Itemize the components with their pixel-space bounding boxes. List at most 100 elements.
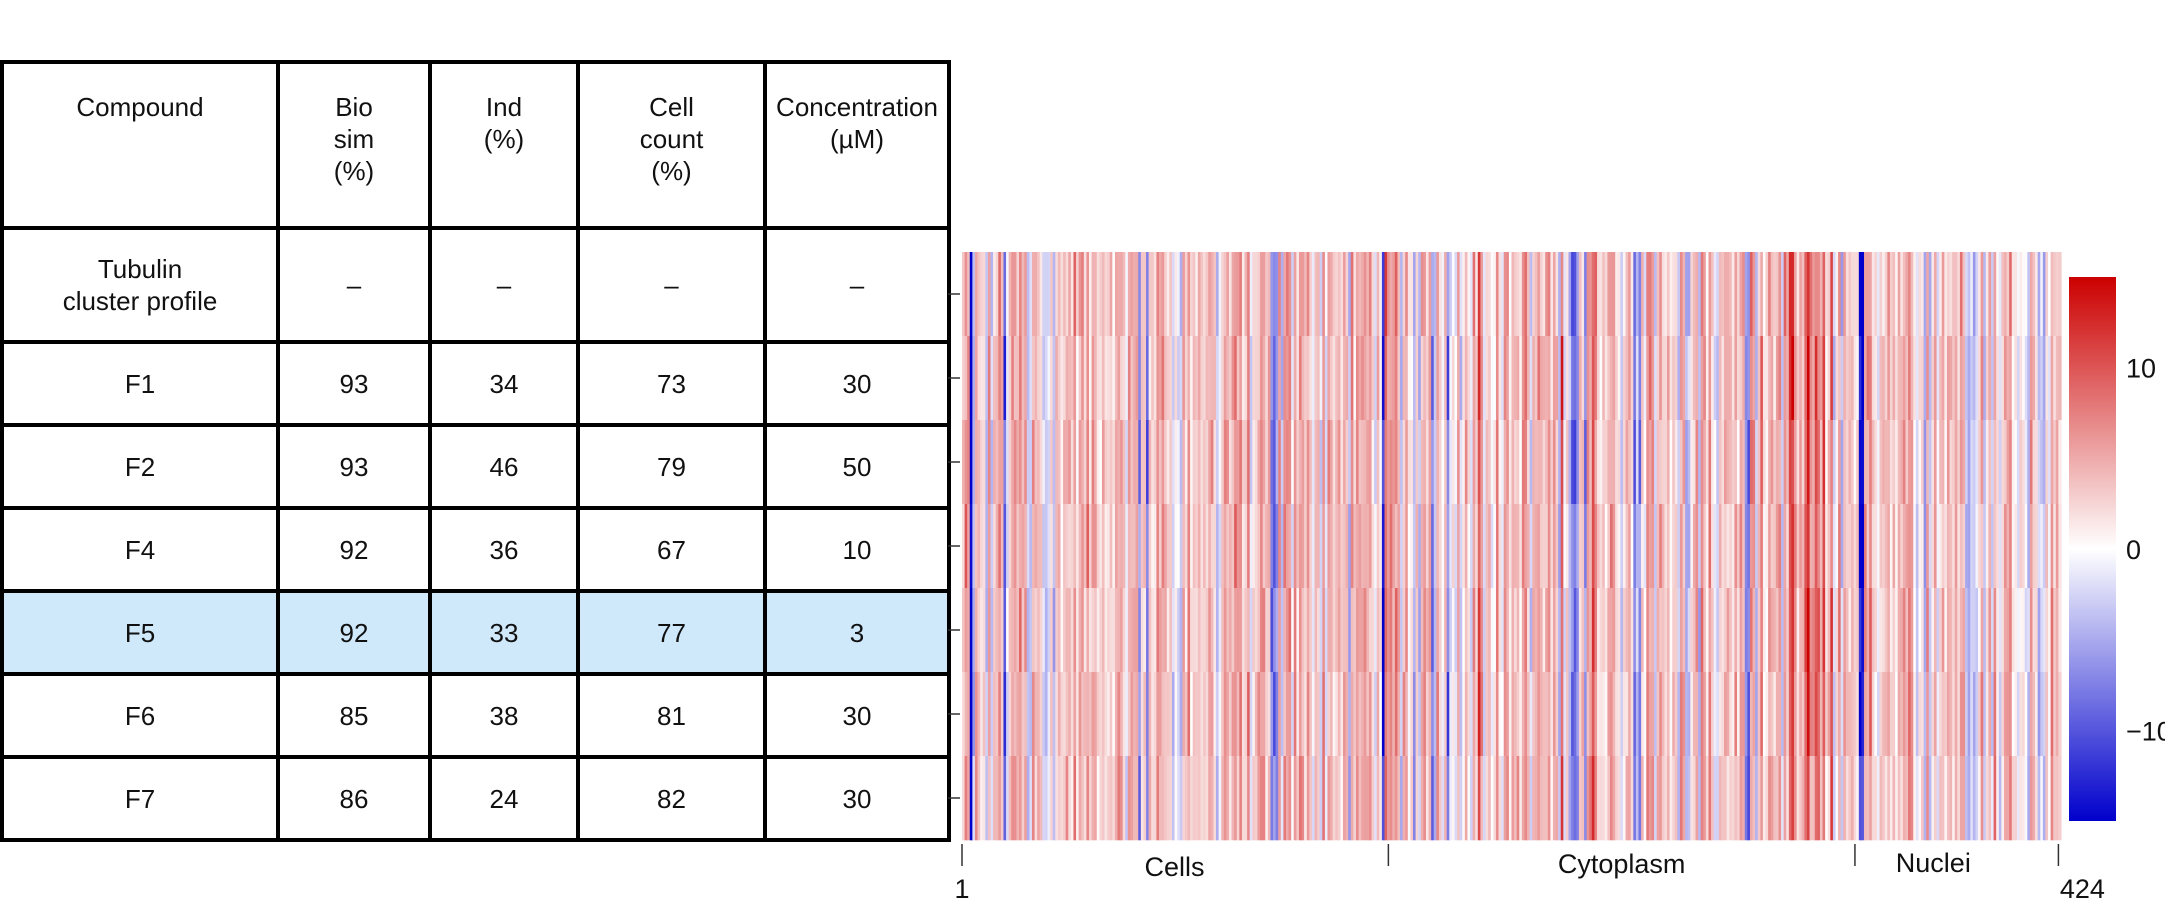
heatmap-cell — [1755, 336, 1759, 421]
heatmap-cell — [1197, 420, 1202, 505]
heatmap-cell — [1397, 420, 1401, 505]
heatmap-cell — [1405, 672, 1409, 757]
heatmap-cell — [1946, 420, 1951, 505]
heatmap-cell — [1620, 504, 1624, 589]
heatmap-cell — [1812, 252, 1816, 337]
heatmap-cell — [1013, 252, 1018, 337]
heatmap-cell — [1993, 672, 1997, 757]
heatmap-cell — [1617, 588, 1621, 673]
heatmap-cell — [1933, 672, 1938, 757]
heatmap-cell — [1773, 504, 1777, 589]
heatmap-cell — [1651, 504, 1655, 589]
heatmap-cell — [1861, 672, 1865, 757]
heatmap-cell — [1254, 504, 1259, 589]
heatmap-cell — [1511, 504, 1515, 589]
heatmap-cell — [2003, 756, 2008, 841]
heatmap-cell — [1213, 672, 1217, 757]
heatmap-cell — [1462, 252, 1466, 337]
heatmap-cell — [1524, 756, 1528, 841]
heatmap-cell — [1047, 756, 1051, 841]
heatmap-cell — [1749, 420, 1754, 505]
heatmap-cell — [1765, 588, 1769, 673]
heatmap-cell — [1052, 504, 1056, 589]
heatmap-cell — [1485, 252, 1489, 337]
heatmap-cell — [1864, 588, 1868, 673]
heatmap-cell — [1835, 588, 1839, 673]
heatmap-cell — [1760, 420, 1764, 505]
heatmap-cell — [1840, 588, 1844, 673]
heatmap-cell — [1584, 588, 1588, 673]
heatmap-cell — [1197, 588, 1202, 673]
heatmap-cell — [1221, 588, 1225, 673]
heatmap-cell — [1755, 420, 1759, 505]
heatmap-cell — [1034, 336, 1038, 421]
heatmap-cell — [1039, 504, 1043, 589]
heatmap-cell — [1921, 588, 1925, 673]
heatmap-cell — [1205, 420, 1209, 505]
heatmap-cell — [2037, 756, 2041, 841]
heatmap-cell — [1459, 420, 1463, 505]
heatmap-cell — [1384, 672, 1388, 757]
heatmap-cell — [1091, 420, 1095, 505]
heatmap-cell — [1332, 588, 1336, 673]
heatmap-cell — [1737, 504, 1741, 589]
heatmap-cell — [1270, 420, 1274, 505]
heatmap-cell — [1661, 252, 1666, 337]
heatmap-cell — [1817, 504, 1821, 589]
heatmap-cell — [1817, 336, 1821, 421]
heatmap-cell — [1397, 756, 1401, 841]
heatmap-cell — [1322, 420, 1326, 505]
heatmap-cell — [1197, 672, 1202, 757]
heatmap-cell — [1166, 588, 1170, 673]
heatmap-cell — [1941, 672, 1945, 757]
heatmap-cell — [1708, 336, 1712, 421]
heatmap-cell — [1355, 252, 1360, 337]
heatmap-cell — [1345, 420, 1349, 505]
heatmap-cell — [1361, 588, 1365, 673]
cell-concentration: 50 — [763, 423, 951, 510]
heatmap-cell — [1843, 588, 1847, 673]
heatmap-cell — [1042, 756, 1046, 841]
heatmap-cell — [2042, 420, 2047, 505]
heatmap-cell — [1915, 588, 1920, 673]
heatmap-cell — [1944, 336, 1948, 421]
heatmap-cell — [1019, 672, 1023, 757]
heatmap-cell — [1039, 672, 1043, 757]
heatmap-cell — [1791, 672, 1795, 757]
heatmap-cell — [1304, 588, 1308, 673]
heatmap-cell — [1581, 672, 1585, 757]
heatmap-cell — [1265, 672, 1269, 757]
heatmap-cell — [1965, 504, 1969, 589]
heatmap-cell — [1794, 756, 1798, 841]
heatmap-cell — [1853, 336, 1857, 421]
heatmap-cell — [1617, 672, 1621, 757]
heatmap-cell — [1931, 588, 1935, 673]
heatmap-cell — [1936, 252, 1940, 337]
heatmap-cell — [1244, 672, 1248, 757]
heatmap-cell — [1679, 420, 1684, 505]
heatmap-cell — [1324, 336, 1329, 421]
heatmap-cell — [1174, 252, 1178, 337]
heatmap-cell — [1273, 336, 1277, 421]
heatmap-cell — [1765, 756, 1769, 841]
heatmap-cell — [2011, 588, 2015, 673]
heatmap-cell — [1970, 336, 1974, 421]
heatmap-cell — [1734, 756, 1738, 841]
heatmap-cell — [2048, 756, 2052, 841]
heatmap-cell — [1021, 336, 1025, 421]
heatmap-cell — [1140, 504, 1145, 589]
heatmap-cell — [1641, 420, 1645, 505]
heatmap-cell — [2001, 756, 2005, 841]
heatmap-cell — [1783, 252, 1787, 337]
heatmap-cell — [1477, 588, 1481, 673]
heatmap-cell — [1921, 252, 1925, 337]
heatmap-cell — [1265, 588, 1269, 673]
heatmap-cell — [1301, 252, 1305, 337]
heatmap-cell — [1270, 672, 1274, 757]
heatmap-cell — [1457, 588, 1461, 673]
heatmap-cell — [1560, 504, 1564, 589]
heatmap-cell — [1965, 756, 1969, 841]
heatmap-cell — [1775, 588, 1780, 673]
heatmap-cell — [1317, 756, 1321, 841]
heatmap-cell — [1278, 336, 1282, 421]
